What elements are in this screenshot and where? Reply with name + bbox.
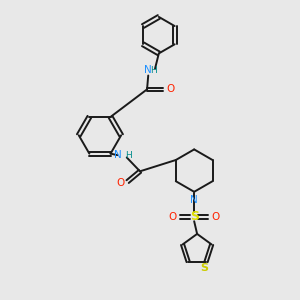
Text: H: H: [150, 66, 157, 75]
Text: N: N: [114, 150, 122, 160]
Text: O: O: [116, 178, 125, 188]
Text: O: O: [211, 212, 220, 222]
Text: S: S: [190, 210, 199, 223]
Text: S: S: [200, 263, 208, 273]
Text: H: H: [125, 151, 132, 160]
Text: O: O: [169, 212, 177, 222]
Text: N: N: [144, 65, 152, 76]
Text: O: O: [166, 84, 174, 94]
Text: N: N: [190, 195, 198, 205]
